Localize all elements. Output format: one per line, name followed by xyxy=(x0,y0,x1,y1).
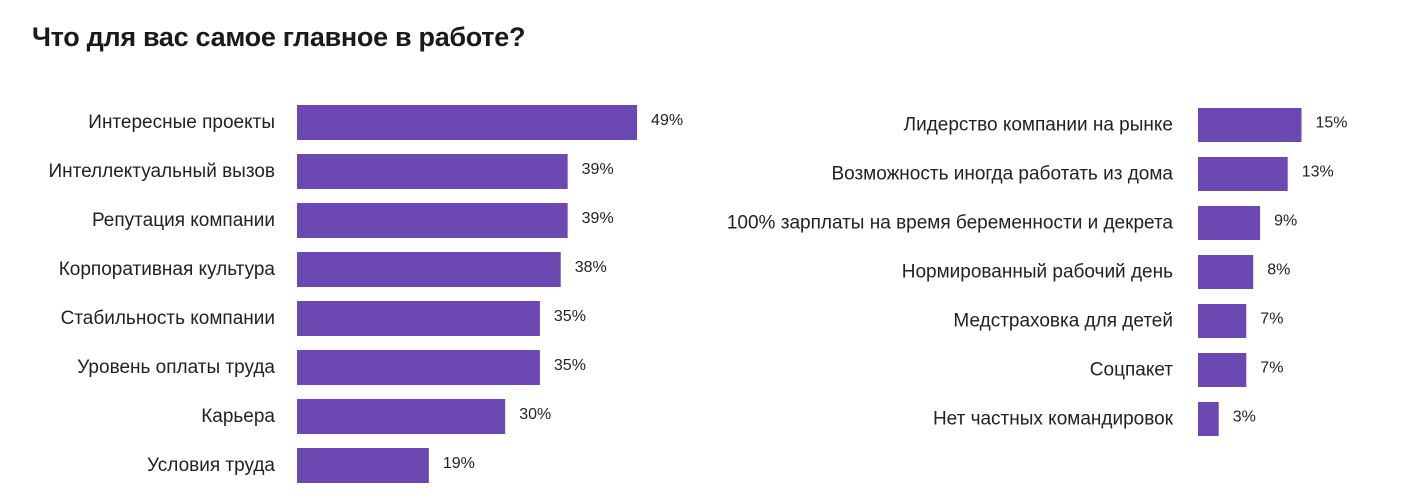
category-label-left-5: Уровень оплаты труда xyxy=(77,357,275,378)
bar-right-4 xyxy=(1198,304,1247,338)
bar-left-5 xyxy=(297,350,540,385)
category-label-right-0: Лидерство компании на рынке xyxy=(904,115,1173,136)
bar-left-4 xyxy=(297,301,540,336)
bar-left-2 xyxy=(297,203,568,238)
category-label-right-1: Возможность иногда работать из дома xyxy=(831,164,1173,185)
bar-left-7 xyxy=(297,448,429,483)
value-label-left-3: 38% xyxy=(575,259,607,276)
value-label-right-3: 8% xyxy=(1267,262,1290,279)
bar-right-0 xyxy=(1198,108,1302,142)
bar-left-0 xyxy=(297,105,638,140)
value-label-left-0: 49% xyxy=(651,112,683,129)
value-label-left-2: 39% xyxy=(582,210,614,227)
category-label-left-4: Стабильность компании xyxy=(61,308,275,329)
chart-title: Что для вас самое главное в работе? xyxy=(32,22,526,52)
category-label-left-3: Корпоративная культура xyxy=(59,259,276,280)
category-label-right-4: Медстраховка для детей xyxy=(953,311,1173,332)
value-label-right-1: 13% xyxy=(1302,164,1334,181)
category-label-right-6: Нет частных командировок xyxy=(933,409,1174,430)
bar-right-6 xyxy=(1198,402,1219,436)
category-label-left-2: Репутация компании xyxy=(92,210,275,231)
bar-left-6 xyxy=(297,399,506,434)
category-label-left-7: Условия труда xyxy=(147,455,275,476)
bar-right-3 xyxy=(1198,255,1254,289)
category-label-left-0: Интересные проекты xyxy=(88,112,275,133)
category-label-right-3: Нормированный рабочий день xyxy=(902,262,1173,283)
value-label-right-4: 7% xyxy=(1260,311,1283,328)
value-label-right-0: 15% xyxy=(1316,115,1348,132)
value-label-right-5: 7% xyxy=(1260,360,1283,377)
bar-right-2 xyxy=(1198,206,1261,240)
value-label-right-6: 3% xyxy=(1233,409,1256,426)
value-label-left-1: 39% xyxy=(582,161,614,178)
value-label-left-6: 30% xyxy=(519,406,551,423)
category-label-right-5: Соцпакет xyxy=(1090,360,1173,381)
value-label-left-7: 19% xyxy=(443,455,475,472)
category-label-left-6: Карьера xyxy=(201,406,275,427)
chart-panel-left: Интересные проекты 49% Интеллектуальный вы… xyxy=(48,105,683,483)
category-label-right-2: 100% зарплаты на время беременности и де… xyxy=(727,213,1174,234)
value-label-right-2: 9% xyxy=(1274,213,1297,230)
chart-panel-right: Лидерство компании на рынке 15% Возможност… xyxy=(727,108,1348,436)
bar-left-3 xyxy=(297,252,561,287)
bar-left-1 xyxy=(297,154,568,189)
bar-right-5 xyxy=(1198,353,1247,387)
value-label-left-4: 35% xyxy=(554,308,586,325)
bar-right-1 xyxy=(1198,157,1288,191)
category-label-left-1: Интеллектуальный вызов xyxy=(48,161,275,182)
value-label-left-5: 35% xyxy=(554,357,586,374)
